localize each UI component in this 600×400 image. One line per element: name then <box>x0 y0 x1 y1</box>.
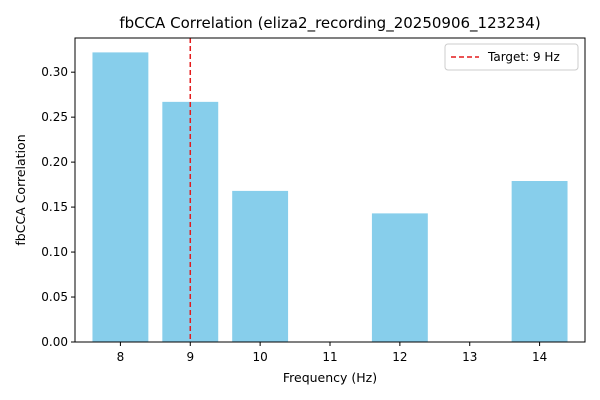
y-axis-label: fbCCA Correlation <box>13 134 28 245</box>
y-tick-label: 0.20 <box>41 155 68 169</box>
bars-layer <box>92 52 568 342</box>
y-tick-label: 0.00 <box>41 335 68 349</box>
y-tick-label: 0.30 <box>41 65 68 79</box>
x-tick-label: 8 <box>117 350 125 364</box>
x-tick-label: 14 <box>532 350 547 364</box>
plot-frame <box>74 37 586 343</box>
y-tick-label: 0.10 <box>41 245 68 259</box>
bar-14-hz <box>511 181 568 342</box>
chart-title: fbCCA Correlation (eliza2_recording_2025… <box>119 14 540 33</box>
bar-8-hz <box>92 52 149 342</box>
x-tick-label: 12 <box>392 350 407 364</box>
bar-12-hz <box>371 213 428 342</box>
y-tick-label: 0.15 <box>41 200 68 214</box>
x-tick-label: 13 <box>462 350 477 364</box>
x-tick-label: 10 <box>252 350 267 364</box>
bar-9-hz <box>162 101 219 342</box>
y-tick-label: 0.05 <box>41 290 68 304</box>
y-tick-label: 0.25 <box>41 110 68 124</box>
legend: Target: 9 Hz <box>444 43 579 71</box>
x-tick-label: 11 <box>322 350 337 364</box>
bar-10-hz <box>232 190 289 342</box>
x-axis-label: Frequency (Hz) <box>283 370 377 385</box>
y-axis: 0.00 0.05 0.10 0.15 0.20 0.25 0.30 <box>41 65 75 349</box>
legend-label: Target: 9 Hz <box>487 50 560 64</box>
x-tick-label: 9 <box>186 350 194 364</box>
legend-box <box>444 43 579 71</box>
x-axis: 8 9 10 11 12 13 14 <box>117 342 547 364</box>
